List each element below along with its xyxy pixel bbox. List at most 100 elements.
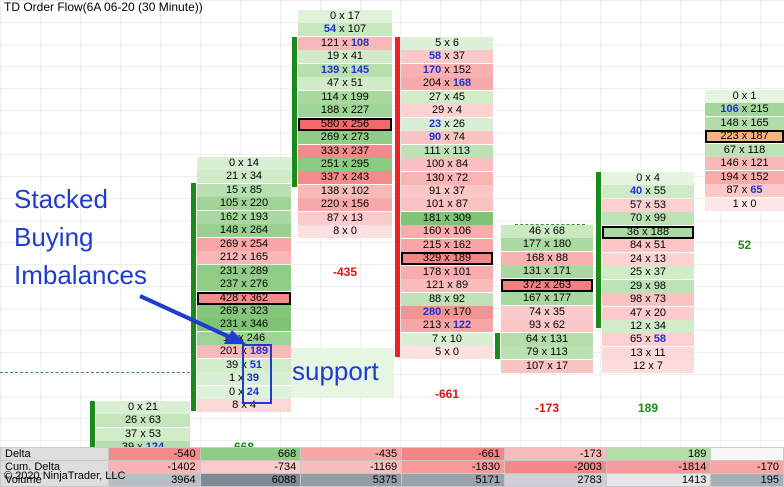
bid-volume: 12 [633, 360, 646, 373]
ask-volume: 0 [452, 346, 459, 359]
stats-cell: -1169 [300, 460, 403, 474]
copyright-text: © 2020 NinjaTrader, LLC [4, 470, 126, 482]
price-level-cell: 167 x 177 [501, 292, 593, 306]
ask-volume: 193 [249, 210, 269, 223]
ask-volume: 68 [552, 225, 566, 237]
price-level-cell: 114 x 199 [298, 90, 392, 104]
stats-cell: 1413 [605, 473, 712, 487]
price-level-cell: 13 x 11 [602, 346, 694, 360]
ask-volume: 188 [650, 225, 670, 238]
bid-volume: 91 [428, 184, 442, 197]
separator: x [339, 184, 351, 197]
bid-volume: 231 [219, 264, 239, 277]
bid-volume: 87 [326, 211, 340, 224]
stats-cell: -170 [710, 460, 784, 474]
separator: x [441, 117, 453, 130]
price-level-cell: 107 x 17 [501, 359, 593, 373]
price-level-cell: 0 x 21 [96, 401, 190, 414]
price-level-cell: 148 x 264 [197, 224, 291, 238]
support-zone [290, 348, 394, 398]
separator: x [441, 90, 453, 103]
separator: x [441, 77, 453, 90]
separator: x [541, 292, 553, 305]
ask-volume: 53 [148, 427, 162, 440]
price-level-cell: 84 x 51 [602, 239, 694, 253]
ask-volume: 4 [653, 172, 660, 184]
bid-volume: 23 [428, 117, 442, 130]
bid-volume: 168 [525, 251, 545, 264]
price-level-cell: 58 x 37 [401, 50, 493, 64]
price-level-cell: 178 x 101 [401, 265, 493, 279]
price-level-cell: 269 x 273 [298, 131, 392, 145]
separator: x [541, 319, 553, 332]
poc-cell: 36 x 188 [602, 225, 694, 239]
bid-volume: 148 [720, 116, 739, 129]
ask-volume: 162 [452, 238, 472, 251]
ask-volume: 39 [246, 372, 259, 385]
stats-cell: -1402 [108, 460, 201, 474]
price-level-cell: 27 x 45 [401, 90, 493, 104]
bid-volume: 372 [522, 278, 542, 291]
separator: x [642, 252, 654, 265]
price-level-cell: 269 x 323 [197, 304, 291, 318]
separator: x [642, 198, 654, 211]
stats-row-delta: Delta -540 668 -435 -661 -173 189 [0, 447, 784, 461]
stats-cell: 668 [199, 447, 302, 461]
bid-volume: 170 [422, 63, 442, 76]
bid-volume: 181 [422, 211, 442, 224]
bid-volume: 47 [629, 306, 643, 319]
separator: x [238, 237, 250, 250]
ask-volume: 152 [750, 170, 769, 183]
separator: x [441, 306, 453, 318]
ask-volume: 131 [549, 332, 569, 345]
chart-title: TD Order Flow(6A 06-20 (30 Minute)) [4, 0, 203, 14]
price-level-cell: 98 x 73 [602, 293, 694, 307]
bid-volume: 215 [422, 238, 442, 251]
ask-volume: 6 [452, 37, 459, 49]
ask-volume: 88 [555, 251, 569, 264]
ask-volume: 17 [347, 10, 360, 22]
bar-delta-total: -435 [332, 265, 358, 279]
separator: x [444, 158, 456, 171]
separator: x [541, 305, 553, 318]
ask-volume: 122 [452, 319, 472, 332]
bid-volume: 25 [629, 266, 643, 279]
separator: x [137, 427, 149, 440]
price-level-cell: 139 x 145 [298, 63, 392, 77]
ask-volume: 189 [452, 252, 472, 265]
price-level-cell: 12 x 7 [602, 360, 694, 374]
stats-cell: -1814 [605, 460, 712, 474]
ask-volume: 87 [455, 198, 469, 211]
ask-volume: 323 [249, 304, 269, 317]
separator: x [235, 385, 247, 398]
separator: x [336, 23, 348, 36]
bid-volume: 13 [630, 346, 643, 359]
ask-volume: 85 [249, 183, 263, 196]
separator: x [441, 184, 453, 197]
bid-volume: 84 [629, 239, 643, 252]
ask-volume: 62 [552, 319, 566, 332]
separator: x [238, 304, 250, 317]
price-level-cell: 24 x 13 [602, 252, 694, 266]
bid-volume: 36 [626, 225, 640, 238]
separator: x [444, 279, 456, 292]
bid-volume: 26 [124, 414, 138, 427]
poc-cell: 428 x 362 [197, 291, 291, 305]
separator: x [645, 360, 657, 373]
separator: x [238, 291, 250, 304]
separator: x [538, 346, 551, 359]
price-level-cell: 67 x 118 [705, 143, 784, 157]
ask-volume: 11 [654, 346, 666, 359]
price-level-cell: 15 x 85 [197, 183, 291, 197]
ask-volume: 102 [350, 184, 370, 197]
price-level-cell: 237 x 276 [197, 278, 291, 292]
bid-volume: 269 [219, 304, 239, 317]
ask-volume: 51 [249, 358, 263, 371]
bid-volume: 54 [323, 23, 337, 36]
price-level-cell: 90 x 74 [401, 131, 493, 145]
separator: x [336, 10, 348, 22]
price-level-cell: 1 x 39 [197, 372, 291, 386]
price-level-cell: 177 x 180 [501, 238, 593, 252]
stats-cell: 6088 [199, 473, 302, 487]
price-level-cell: 105 x 220 [197, 197, 291, 211]
